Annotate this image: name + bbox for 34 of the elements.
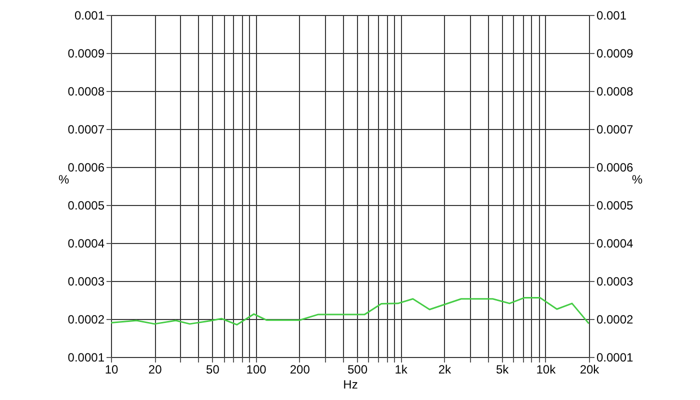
x-tick-label: 200 — [290, 362, 310, 376]
x-tick-label: 2k — [438, 362, 452, 376]
y2-tick-label: 0.0008 — [596, 84, 634, 98]
x-tick-label: 50 — [206, 362, 220, 376]
y-tick-label: 0.0008 — [68, 84, 105, 98]
y-tick-label: 0.0006 — [68, 160, 105, 174]
y-tick-label: 0.0004 — [68, 236, 105, 250]
y2-tick-label: 0.0004 — [596, 236, 634, 250]
y2-tick-label: 0.0009 — [596, 46, 634, 60]
y2-tick-label: 0.0005 — [596, 198, 634, 212]
x-tick-label: 10k — [536, 362, 557, 376]
y-tick-label: 0.0007 — [68, 122, 105, 136]
y-tick-label: 0.0003 — [68, 274, 105, 288]
x-axis-title: Hz — [343, 378, 358, 392]
y-tick-label: 0.0005 — [68, 198, 105, 212]
x-tick-label: 100 — [246, 362, 267, 376]
x-tick-label: 20k — [580, 362, 600, 376]
y-tick-label: 0.001 — [74, 8, 105, 22]
x-tick-label: 5k — [496, 362, 510, 376]
y2-axis-title: % — [632, 172, 643, 186]
y2-tick-label: 0.0007 — [596, 122, 634, 136]
y2-tick-label: 0.0002 — [596, 312, 634, 326]
y-tick-label: 0.0009 — [68, 46, 105, 60]
x-tick-label: 20 — [148, 362, 162, 376]
y-axis-title: % — [58, 172, 70, 186]
y2-tick-label: 0.0006 — [596, 160, 634, 174]
y-tick-label: 0.0001 — [68, 350, 105, 364]
y2-tick-label: 0.0003 — [596, 274, 634, 288]
x-tick-label: 1k — [394, 362, 408, 376]
y2-tick-label: 0.0001 — [596, 350, 634, 364]
x-tick-label: 500 — [348, 362, 368, 376]
x-tick-label: 10 — [104, 362, 118, 376]
y-tick-label: 0.0002 — [68, 312, 105, 326]
y2-tick-label: 0.001 — [596, 8, 627, 22]
